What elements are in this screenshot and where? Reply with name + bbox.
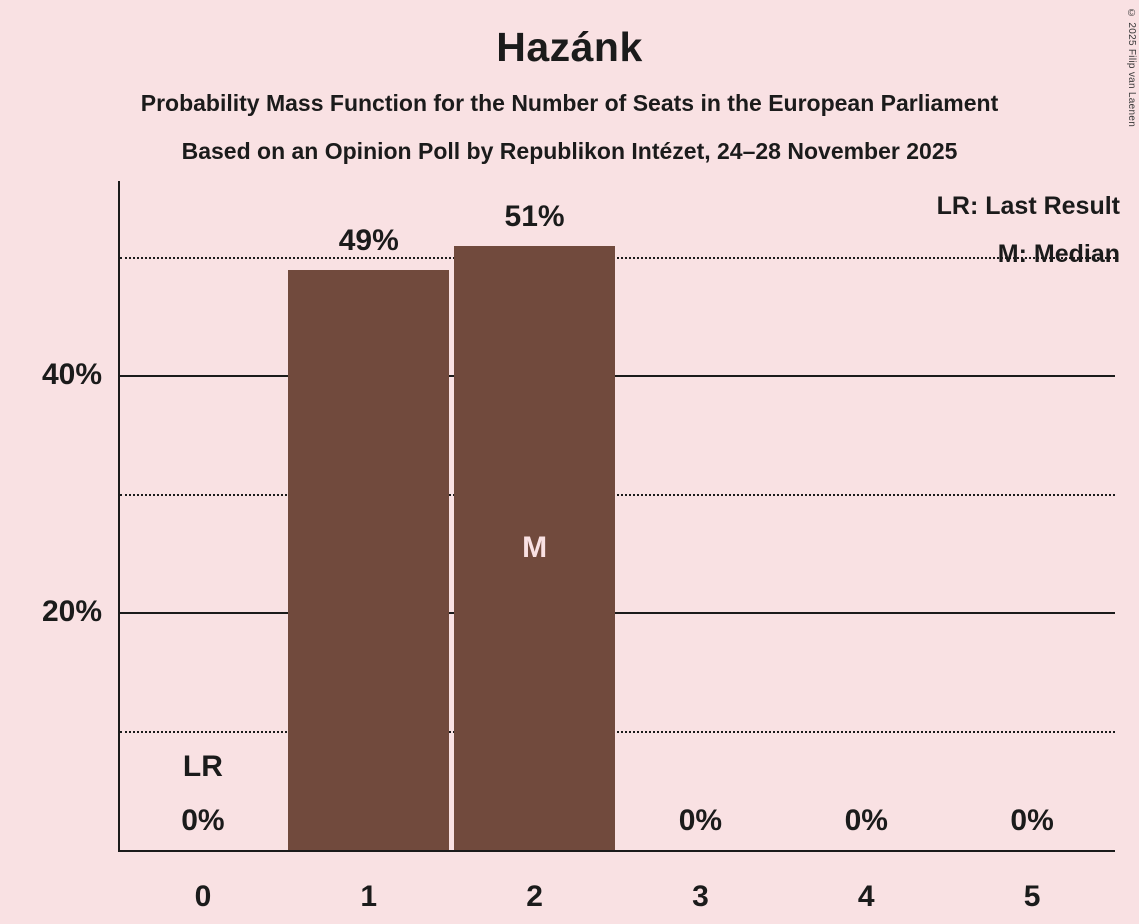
- bar-value-label: 0%: [844, 804, 888, 837]
- legend-median: M: Median: [997, 240, 1120, 268]
- x-tick-label: 5: [1023, 880, 1041, 913]
- y-axis: [118, 181, 120, 850]
- chart-subtitle: Probability Mass Function for the Number…: [140, 90, 999, 116]
- median-annotation: M: [522, 531, 548, 565]
- bar-seats-2: [454, 246, 615, 850]
- bar-value-label: 0%: [181, 804, 225, 837]
- copyright-notice: © 2025 Filip van Laenen: [1126, 8, 1137, 128]
- gridline-10pct: [120, 730, 1115, 733]
- legend-last-result: LR: Last Result: [936, 192, 1120, 220]
- y-tick-label: 40%: [41, 358, 102, 392]
- x-tick-label: 1: [360, 880, 378, 913]
- bar-value-label: 0%: [678, 804, 723, 837]
- bar-seats-1: [288, 269, 450, 850]
- x-tick-label: 0: [194, 880, 212, 913]
- gridline-20pct: [120, 612, 1115, 615]
- gridline-30pct: [120, 493, 1115, 496]
- x-tick-label: 3: [692, 880, 709, 913]
- x-tick-label: 4: [857, 880, 875, 913]
- x-tick-label: 2: [526, 880, 543, 913]
- chart-legend: LR: Last Result M: Median: [937, 182, 1120, 278]
- chart-title: Hazánk: [496, 24, 643, 70]
- bar-value-label: 51%: [504, 200, 565, 234]
- bar-value-label: 49%: [338, 223, 399, 257]
- x-axis: [118, 850, 1115, 852]
- gridline-40pct: [120, 375, 1115, 378]
- gridline-50pct: [120, 256, 1115, 259]
- y-tick-label: 20%: [41, 595, 102, 629]
- bar-value-label: 0%: [1010, 804, 1054, 837]
- last-result-annotation: LR: [182, 750, 223, 783]
- chart-source-line: Based on an Opinion Poll by Republikon I…: [181, 138, 958, 164]
